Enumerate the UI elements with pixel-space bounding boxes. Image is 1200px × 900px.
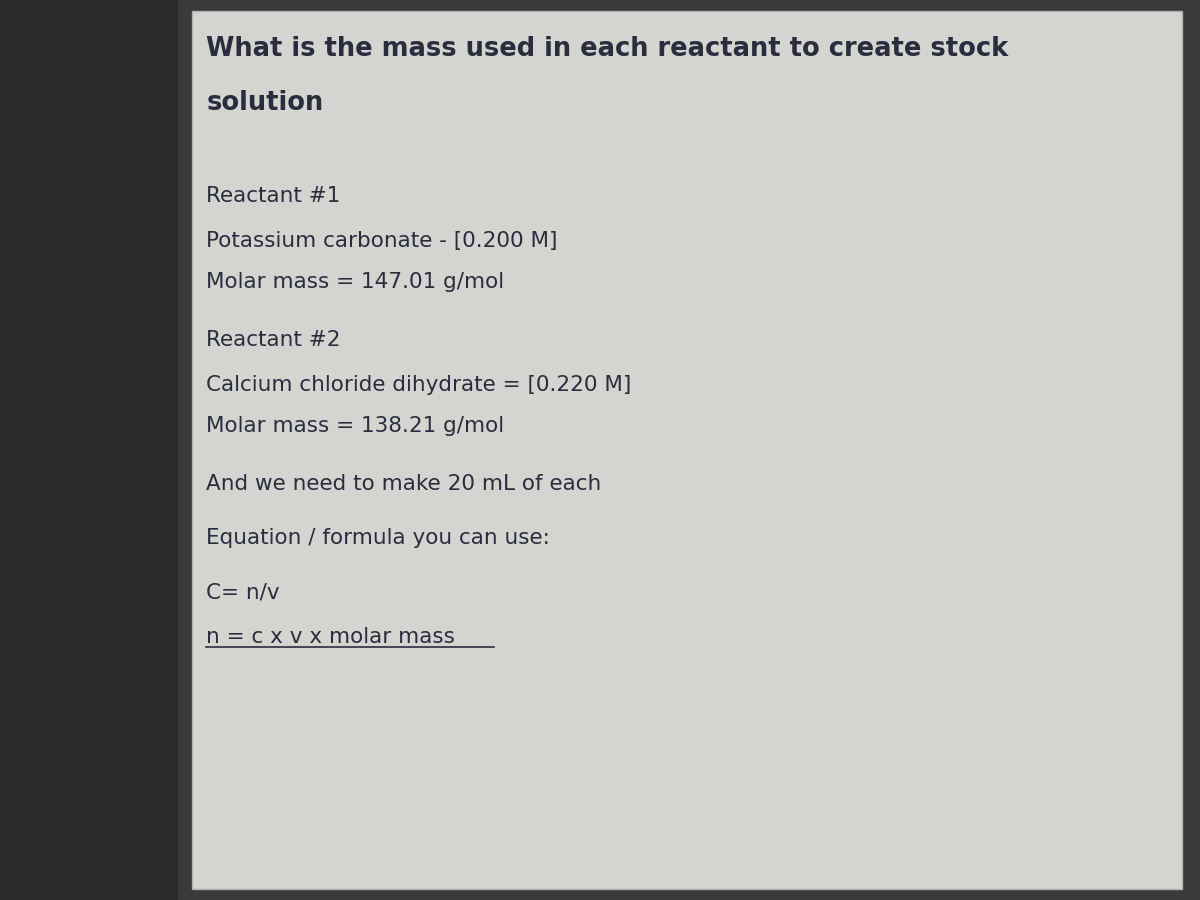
Text: Equation / formula you can use:: Equation / formula you can use:: [206, 528, 551, 548]
Text: And we need to make 20 mL of each: And we need to make 20 mL of each: [206, 474, 601, 494]
Text: solution: solution: [206, 90, 324, 116]
Text: Reactant #1: Reactant #1: [206, 186, 341, 206]
Text: Calcium chloride dihydrate = [0.220 M]: Calcium chloride dihydrate = [0.220 M]: [206, 375, 631, 395]
Text: Potassium carbonate - [0.200 M]: Potassium carbonate - [0.200 M]: [206, 231, 558, 251]
Text: Reactant #2: Reactant #2: [206, 330, 341, 350]
Text: Molar mass = 147.01 g/mol: Molar mass = 147.01 g/mol: [206, 272, 504, 292]
Text: What is the mass used in each reactant to create stock: What is the mass used in each reactant t…: [206, 36, 1009, 62]
Text: n = c x v x molar mass: n = c x v x molar mass: [206, 627, 455, 647]
Text: Molar mass = 138.21 g/mol: Molar mass = 138.21 g/mol: [206, 416, 504, 436]
Text: C= n/v: C= n/v: [206, 582, 280, 602]
